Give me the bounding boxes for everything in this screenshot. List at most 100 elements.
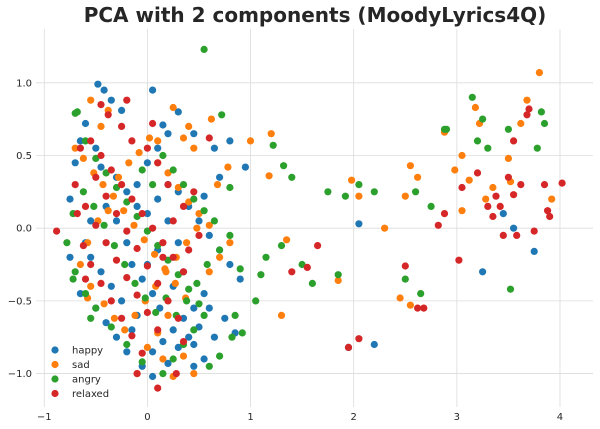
point-happy [92,144,100,152]
point-happy [128,260,136,269]
point-relaxed [123,274,131,282]
point-angry [226,231,234,239]
point-angry [79,188,87,196]
point-angry [334,271,342,279]
point-angry [81,137,90,145]
point-relaxed [544,207,552,215]
point-happy [66,195,74,203]
point-sad [355,192,363,200]
point-sad [406,301,414,309]
point-happy [107,96,115,104]
y-tick-labels: 1.0 0.5 0.0 −0.5 −1.0 [8,78,32,380]
scatter-points [53,45,566,392]
point-angry [63,239,71,247]
point-happy [226,137,234,145]
point-relaxed [87,137,95,145]
point-happy [133,181,141,189]
point-relaxed [513,231,521,239]
point-sad [162,268,170,276]
point-relaxed [523,111,531,119]
point-angry [195,300,203,308]
point-relaxed [414,304,422,312]
point-relaxed [133,370,141,378]
legend-marker-relaxed [51,389,59,398]
point-happy [159,338,167,346]
point-happy [216,173,224,181]
point-relaxed [530,227,538,235]
x-tick-label: 4 [557,412,563,423]
point-happy [76,290,84,298]
point-angry [110,242,118,250]
point-sad [100,300,108,308]
point-happy [355,220,363,228]
point-relaxed [81,275,90,283]
point-sad [159,355,167,363]
point-angry [370,188,378,196]
y-tick-label: −1.0 [8,369,32,380]
point-angry [92,304,100,312]
point-happy [210,333,218,341]
point-happy [190,130,198,138]
point-sad [396,294,404,302]
point-sad [183,239,191,247]
point-angry [123,340,131,349]
point-relaxed [97,279,105,287]
point-relaxed [107,166,115,174]
point-sad [99,181,107,189]
point-angry [216,246,224,254]
y-tick-label: 0.0 [16,224,32,235]
point-relaxed [133,244,141,253]
point-sad [277,311,286,319]
point-sad [145,134,154,142]
point-relaxed [496,202,504,210]
point-relaxed [138,349,146,357]
point-angry [417,290,425,298]
point-angry [200,45,208,54]
point-angry [71,268,79,276]
point-happy [100,86,108,94]
point-happy [479,268,487,276]
point-relaxed [164,297,172,305]
point-angry [190,195,198,203]
point-sad [283,236,291,244]
point-angry [159,370,167,378]
point-sad [171,279,179,287]
point-happy [118,106,126,114]
point-happy [236,275,244,283]
point-sad [458,207,466,215]
point-relaxed [169,253,177,261]
point-relaxed [104,111,112,119]
point-sad [548,195,556,203]
point-angry [205,362,213,370]
point-sad [193,224,201,232]
point-sad [489,183,497,192]
point-relaxed [558,179,566,187]
point-angry [149,181,157,189]
point-angry [183,297,191,305]
series-relaxed [53,96,566,392]
point-relaxed [195,231,203,239]
point-relaxed [154,159,162,167]
point-angry [236,265,244,273]
point-happy [154,195,162,203]
point-relaxed [71,181,79,189]
point-happy [200,192,208,200]
point-sad [471,103,479,112]
point-angry [506,285,515,293]
point-relaxed [504,173,512,181]
point-angry [210,217,218,225]
point-relaxed [179,268,188,276]
point-sad [131,311,139,319]
y-tick-label: −0.5 [8,296,32,307]
point-sad [517,119,525,128]
point-happy [143,210,151,218]
point-sad [205,221,213,229]
chart-title: PCA with 2 components (MoodyLyrics4Q) [84,3,547,27]
point-relaxed [73,210,81,218]
point-relaxed [128,137,136,145]
x-tick-label: 3 [454,412,460,423]
point-happy [149,348,157,356]
point-angry [537,108,546,116]
point-angry [533,144,541,152]
point-relaxed [123,96,131,104]
